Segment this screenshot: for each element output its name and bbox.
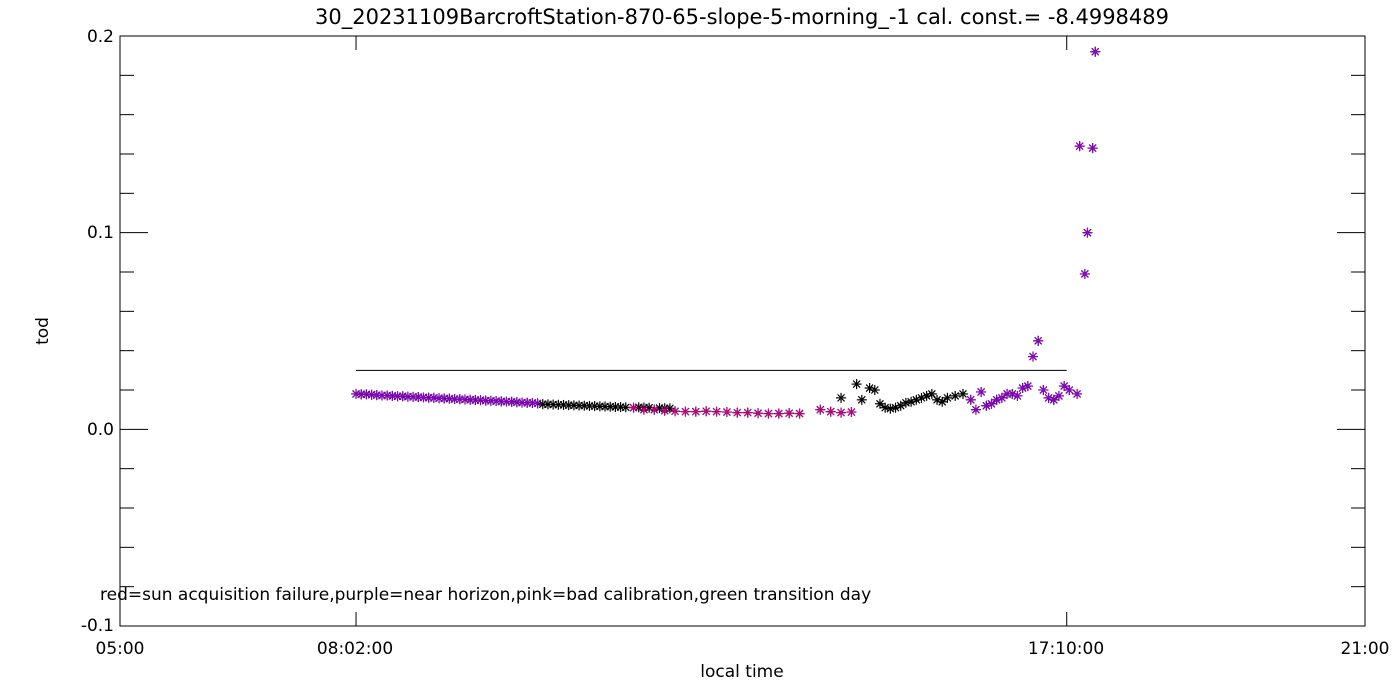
data-point bbox=[895, 400, 906, 411]
data-point bbox=[880, 402, 891, 413]
data-point bbox=[1082, 227, 1093, 238]
data-point bbox=[1022, 381, 1033, 392]
legend-note: red=sun acquisition failure,purple=near … bbox=[100, 585, 871, 605]
data-point bbox=[1074, 141, 1085, 152]
data-point bbox=[1072, 388, 1083, 399]
data-point bbox=[906, 396, 917, 407]
x-tick-label: 21:00 bbox=[1341, 639, 1390, 659]
data-point bbox=[1064, 385, 1075, 395]
data-point bbox=[950, 390, 961, 401]
data-point bbox=[773, 408, 784, 419]
y-tick-label: 0.2 bbox=[87, 27, 114, 47]
data-point bbox=[1028, 351, 1038, 362]
data-point bbox=[942, 392, 953, 403]
data-point bbox=[680, 406, 691, 417]
x-tick-label: 05:00 bbox=[96, 639, 145, 659]
data-point bbox=[1059, 381, 1070, 392]
data-point bbox=[815, 404, 826, 415]
y-axis-ticks bbox=[120, 35, 1365, 627]
data-point bbox=[784, 408, 795, 419]
data-point bbox=[711, 406, 722, 417]
data-point bbox=[742, 407, 753, 418]
data-point bbox=[721, 407, 732, 418]
data-point bbox=[1012, 390, 1023, 401]
data-point bbox=[836, 407, 847, 418]
data-point bbox=[753, 408, 764, 419]
data-point bbox=[628, 402, 639, 413]
y-tick-label: -0.1 bbox=[81, 616, 114, 636]
data-point bbox=[1048, 394, 1059, 405]
data-point bbox=[836, 392, 847, 403]
data-point bbox=[846, 407, 857, 418]
data-point bbox=[794, 408, 805, 419]
data-point bbox=[825, 406, 836, 417]
data-point bbox=[670, 406, 681, 417]
data-point bbox=[965, 394, 976, 405]
data-point bbox=[690, 406, 701, 417]
y-tick-label: 0.1 bbox=[87, 223, 114, 243]
data-point bbox=[900, 397, 911, 408]
data-point bbox=[1053, 390, 1064, 401]
x-axis-ticks bbox=[119, 36, 1366, 626]
data-point bbox=[996, 392, 1007, 403]
data-point bbox=[1038, 385, 1049, 395]
data-point bbox=[434, 393, 445, 404]
data-point bbox=[1087, 143, 1098, 154]
data-point bbox=[1090, 46, 1101, 57]
data-point bbox=[970, 404, 981, 415]
data-points bbox=[351, 46, 1101, 419]
data-point bbox=[957, 388, 968, 399]
data-point bbox=[1033, 335, 1044, 346]
data-point bbox=[874, 398, 885, 409]
data-point bbox=[851, 379, 862, 390]
data-point bbox=[620, 402, 631, 413]
data-point bbox=[976, 386, 987, 397]
data-point bbox=[659, 405, 670, 416]
y-axis-label: tod bbox=[33, 317, 53, 345]
data-point bbox=[1079, 268, 1090, 279]
x-axis-label: local time bbox=[700, 662, 783, 682]
data-point bbox=[638, 404, 649, 415]
data-point bbox=[732, 407, 743, 418]
data-point bbox=[937, 396, 948, 407]
chart-title: 30_20231109BarcroftStation-870-65-slope-… bbox=[315, 5, 1169, 30]
x-tick-label: 17:10:00 bbox=[1028, 639, 1104, 659]
data-point bbox=[856, 394, 867, 405]
data-point bbox=[763, 408, 774, 419]
data-point bbox=[701, 406, 712, 417]
data-point bbox=[869, 385, 880, 395]
data-point bbox=[649, 404, 660, 415]
data-point bbox=[532, 398, 543, 409]
x-tick-label: 08:02:00 bbox=[317, 639, 393, 659]
plot-frame bbox=[119, 35, 1366, 627]
y-tick-label: 0.0 bbox=[87, 420, 114, 440]
data-point bbox=[986, 398, 997, 409]
